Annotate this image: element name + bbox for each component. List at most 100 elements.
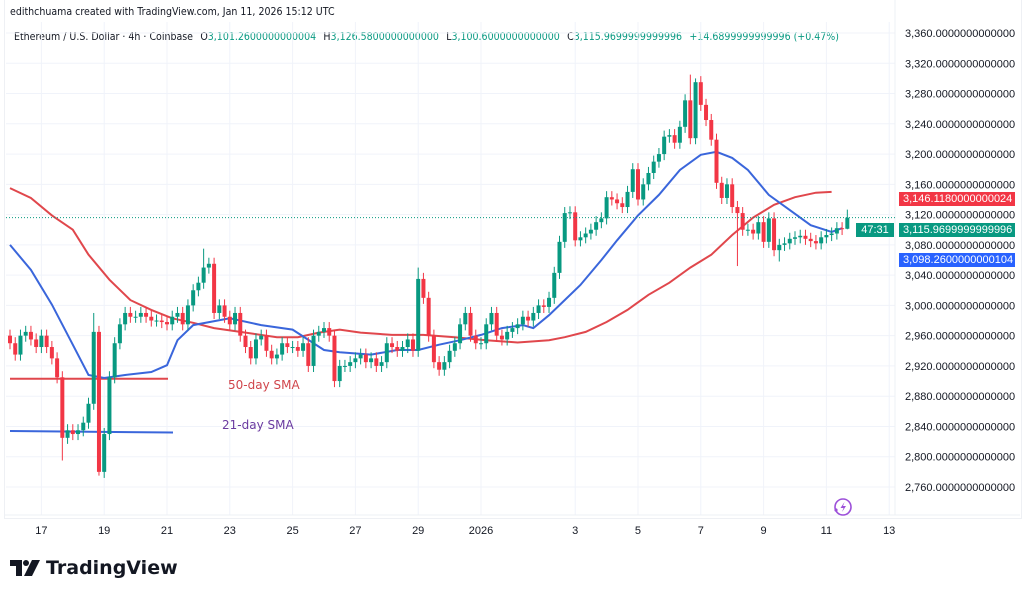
candle-body <box>374 358 379 366</box>
time-tick-label: 21 <box>161 525 173 537</box>
candle-body <box>735 207 740 214</box>
candle-body <box>60 377 65 438</box>
candle <box>656 148 661 168</box>
candle-body <box>437 362 442 370</box>
tradingview-logo[interactable]: TradingView <box>10 557 178 579</box>
candle <box>149 310 154 327</box>
candle <box>342 359 347 372</box>
candle-body <box>557 241 562 273</box>
candle <box>290 340 295 354</box>
candle-body <box>185 305 190 325</box>
candle-body <box>484 324 489 344</box>
candle <box>13 337 18 361</box>
candle <box>138 306 143 323</box>
candle-body <box>562 213 567 242</box>
candle-body <box>175 312 180 317</box>
candle-body <box>55 358 60 378</box>
candle <box>667 129 672 143</box>
candle <box>123 306 128 331</box>
candle-body <box>824 235 829 238</box>
candle <box>128 306 133 323</box>
candle <box>332 329 337 388</box>
candle-body <box>348 362 353 366</box>
grid <box>4 0 1020 516</box>
candle <box>840 222 845 236</box>
candle <box>604 191 609 225</box>
candle <box>740 207 745 236</box>
candle <box>620 197 625 214</box>
candle <box>285 337 290 354</box>
candle-body <box>803 235 808 239</box>
candle-body <box>34 339 39 348</box>
candle <box>484 318 489 350</box>
candle <box>269 344 274 365</box>
candle <box>772 212 777 257</box>
candle <box>567 206 572 220</box>
candle <box>473 329 478 350</box>
candle-body <box>290 347 295 349</box>
candle-body <box>39 335 44 348</box>
candle <box>813 235 818 250</box>
candle <box>170 310 175 331</box>
time-tick-label: 3 <box>572 525 578 537</box>
candle-body <box>604 197 609 219</box>
candle-body <box>49 347 54 359</box>
candle <box>615 193 620 210</box>
candle <box>442 356 447 376</box>
candle <box>463 306 468 331</box>
candle-body <box>693 82 698 139</box>
candle <box>562 207 567 248</box>
candle <box>55 352 60 384</box>
candle <box>144 306 149 323</box>
price-tick-label: 2,800.0000000000000 <box>905 452 1015 464</box>
candle-body <box>541 305 546 307</box>
candle <box>264 329 269 357</box>
candle <box>688 74 693 145</box>
candle-body <box>421 278 426 298</box>
candle-body <box>23 331 28 336</box>
price-tick-label: 3,320.0000000000000 <box>905 58 1015 70</box>
candle-body <box>379 362 384 366</box>
candle-body <box>625 191 630 208</box>
candle-body <box>520 316 525 325</box>
candle <box>515 318 520 335</box>
candle-body <box>233 312 238 325</box>
candle <box>374 352 379 372</box>
candle-body <box>117 324 122 344</box>
price-tick-label: 2,760.0000000000000 <box>905 482 1015 494</box>
candle-body <box>641 184 646 200</box>
sma21-line <box>9 150 843 380</box>
candle-body <box>426 297 431 336</box>
candle <box>536 299 541 320</box>
candle <box>468 306 473 342</box>
time-tick-label: 27 <box>349 525 361 537</box>
candle-body <box>704 104 709 121</box>
time-tick-label: 2026 <box>469 525 493 537</box>
candle <box>834 222 839 240</box>
candle-body <box>599 218 604 223</box>
candle <box>65 424 70 444</box>
candle-body <box>630 169 635 192</box>
candle-body <box>552 272 557 298</box>
candle-body <box>478 343 483 345</box>
candle <box>416 267 421 357</box>
candle-body <box>212 263 217 313</box>
candle-body <box>410 339 415 351</box>
candle <box>421 272 426 304</box>
candle-body <box>102 434 107 472</box>
candle-body <box>149 316 154 321</box>
candle-body <box>76 430 81 435</box>
sma50-line <box>9 187 832 344</box>
candle <box>478 337 483 350</box>
lightning-icon[interactable] <box>834 498 852 516</box>
close-label: C <box>567 30 574 43</box>
candle <box>672 129 677 149</box>
candle <box>96 325 101 476</box>
candle <box>730 178 735 214</box>
candle <box>766 212 771 248</box>
time-tick-label: 23 <box>224 525 236 537</box>
candle <box>583 227 588 244</box>
candle <box>301 337 306 357</box>
candle-body <box>358 354 363 359</box>
